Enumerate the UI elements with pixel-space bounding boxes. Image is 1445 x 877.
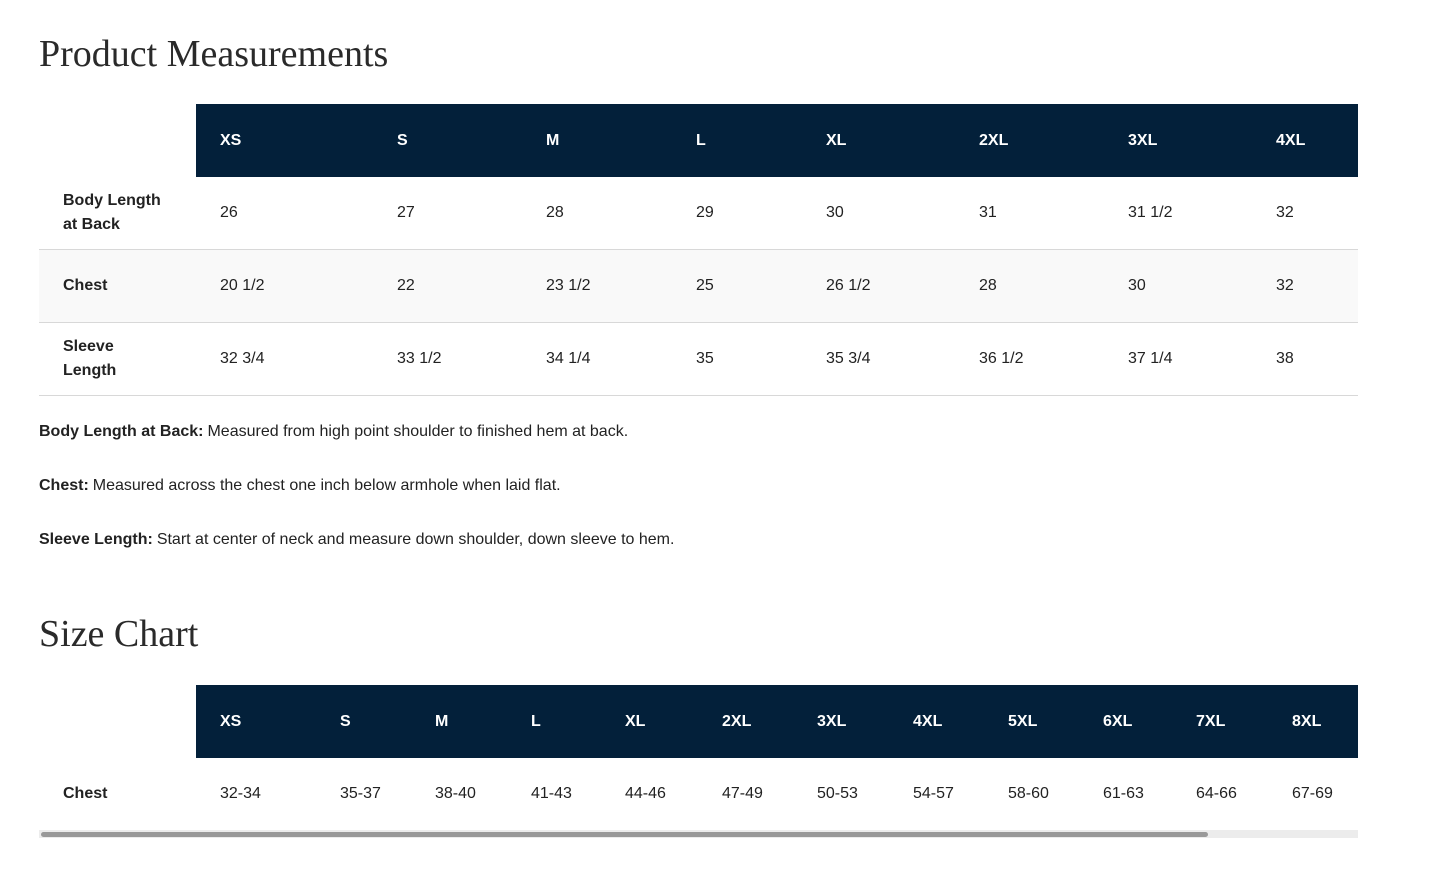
- header-cell: 6XL: [1079, 685, 1172, 758]
- header-cell: [39, 104, 196, 177]
- cell: 30: [802, 177, 955, 250]
- header-cell: 3XL: [1104, 104, 1252, 177]
- scrollbar-thumb[interactable]: [41, 832, 1208, 837]
- note: Chest: Measured across the chest one inch…: [39, 477, 561, 495]
- cell: 22: [373, 249, 522, 323]
- note: Sleeve Length: Start at center of neck an…: [39, 531, 674, 549]
- cell: 50-53: [793, 758, 889, 831]
- cell: 27: [373, 177, 522, 250]
- cell: 61-63: [1079, 758, 1172, 831]
- row-label: Chest: [39, 758, 196, 831]
- section-title: Size Chart: [39, 613, 199, 655]
- cell: 47-49: [698, 758, 793, 831]
- header-cell: 5XL: [984, 685, 1079, 758]
- cell: 32: [1252, 249, 1358, 323]
- cell: 32 3/4: [196, 322, 373, 396]
- cell: 32: [1252, 177, 1358, 250]
- cell: 28: [955, 249, 1104, 323]
- cell: 35: [672, 322, 802, 396]
- header-cell: L: [507, 685, 601, 758]
- cell: 36 1/2: [955, 322, 1104, 396]
- cell: 20 1/2: [196, 249, 373, 323]
- note-term: Sleeve Length:: [39, 531, 153, 548]
- row: Body Length at Back 26 27 28 29 30 31 31 1/2 32: [39, 177, 1358, 250]
- cell: 44-46: [601, 758, 698, 831]
- header-cell: 3XL: [793, 685, 889, 758]
- cell: 26: [196, 177, 373, 250]
- cell: 58-60: [984, 758, 1079, 831]
- cell: 26 1/2: [802, 249, 955, 323]
- cell: 29: [672, 177, 802, 250]
- note-term: Chest:: [39, 477, 89, 494]
- cell: 32-34: [196, 758, 316, 831]
- row: Chest 20 1/2 22 23 1/2 25 26 1/2 28 30 32: [39, 249, 1358, 323]
- cell: 37 1/4: [1104, 322, 1252, 396]
- header-cell: M: [411, 685, 507, 758]
- cell: 23 1/2: [522, 249, 672, 323]
- header-cell: 2XL: [698, 685, 793, 758]
- cell: 34 1/4: [522, 322, 672, 396]
- note-text: Start at center of neck and measure down…: [156, 531, 675, 548]
- cell: 67-69: [1268, 758, 1358, 831]
- note: Body Length at Back: Measured from high p…: [39, 423, 628, 441]
- cell: 35 3/4: [802, 322, 955, 396]
- header-cell: 4XL: [889, 685, 984, 758]
- header-cell: M: [522, 104, 672, 177]
- section-title: Product Measurements: [39, 33, 389, 75]
- row-label: Body Length at Back: [39, 177, 196, 250]
- header-cell: XS: [196, 685, 316, 758]
- note-text: Measured across the chest one inch below…: [92, 477, 561, 494]
- cell: 31: [955, 177, 1104, 250]
- cell: 41-43: [507, 758, 601, 831]
- cell: 38-40: [411, 758, 507, 831]
- header-cell: 4XL: [1252, 104, 1358, 177]
- header-cell: 2XL: [955, 104, 1104, 177]
- row: Sleeve Length 32 3/4 33 1/2 34 1/4 35 35 3/4 3…: [39, 322, 1358, 396]
- header-cell: XL: [802, 104, 955, 177]
- header-cell: 7XL: [1172, 685, 1268, 758]
- cell: 33 1/2: [373, 322, 522, 396]
- header-cell: S: [316, 685, 411, 758]
- header-cell: S: [373, 104, 522, 177]
- cell: 64-66: [1172, 758, 1268, 831]
- header-cell: [39, 685, 196, 758]
- cell: 38: [1252, 322, 1358, 396]
- cell: 54-57: [889, 758, 984, 831]
- header-cell: L: [672, 104, 802, 177]
- scrollbar[interactable]: [39, 830, 1358, 838]
- cell: 31 1/2: [1104, 177, 1252, 250]
- cell: 35-37: [316, 758, 411, 831]
- size-chart-table: XS S M L XL 2XL 3XL 4XL 5XL 6XL 7XL 8XL Chest 32-34 35…: [39, 685, 1358, 831]
- row: Chest 32-34 35-37 38-40 41-43 44-46 47-49 50-53…: [39, 758, 1358, 831]
- header-cell: 8XL: [1268, 685, 1358, 758]
- note-term: Body Length at Back:: [39, 423, 204, 440]
- header-cell: XS: [196, 104, 373, 177]
- cell: 30: [1104, 249, 1252, 323]
- row-label: Chest: [39, 249, 196, 323]
- cell: 25: [672, 249, 802, 323]
- cell: 28: [522, 177, 672, 250]
- header-row: XS S M L XL 2XL 3XL 4XL: [39, 104, 1358, 177]
- measurements-table: XS S M L XL 2XL 3XL 4XL Body Length at Back 26 27 2…: [39, 104, 1358, 396]
- note-text: Measured from high point shoulder to fin…: [207, 423, 629, 440]
- header-cell: XL: [601, 685, 698, 758]
- header-row: XS S M L XL 2XL 3XL 4XL 5XL 6XL 7XL 8XL: [39, 685, 1358, 758]
- row-label: Sleeve Length: [39, 322, 196, 396]
